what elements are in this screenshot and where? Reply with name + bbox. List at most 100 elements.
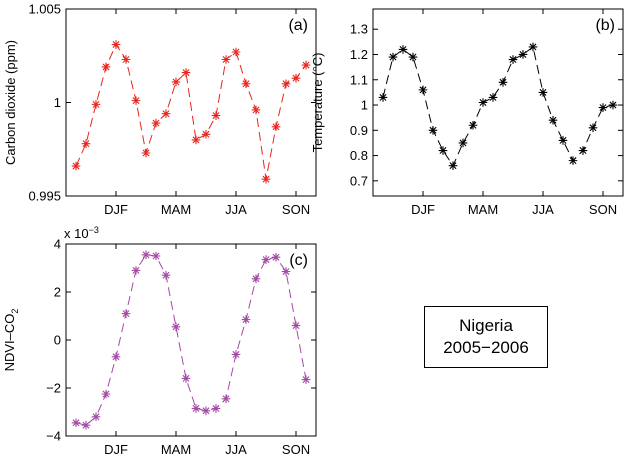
data-point xyxy=(201,129,211,139)
data-point xyxy=(468,120,478,130)
axis-exponent-base: x 10 xyxy=(64,226,89,241)
y-tick-label: 1 xyxy=(361,98,368,113)
data-point xyxy=(241,315,251,324)
panel-a: 0.995 1 1.005 DJF MAM JJA SON Carbon dioxide (p… xyxy=(3,2,317,217)
data-point xyxy=(588,123,598,133)
data-point xyxy=(151,251,161,261)
data-point xyxy=(81,139,91,148)
data-point xyxy=(221,394,231,404)
panel-label: (c) xyxy=(289,252,308,269)
data-point xyxy=(71,161,81,171)
x-tick-label: DJF xyxy=(104,442,128,457)
series-line xyxy=(382,46,614,167)
data-point xyxy=(408,52,418,62)
data-point xyxy=(101,389,111,399)
data-point xyxy=(301,60,311,70)
y-tick-label: −2 xyxy=(46,381,61,396)
data-point xyxy=(251,274,261,284)
data-point xyxy=(241,79,251,89)
data-point xyxy=(598,103,608,112)
data-point xyxy=(171,322,181,332)
y-axis-label-subscript: 2 xyxy=(10,309,20,314)
x-tick-label: MAM xyxy=(161,442,191,457)
data-point xyxy=(528,42,538,52)
data-point xyxy=(508,55,518,64)
data-point xyxy=(488,93,498,102)
data-point xyxy=(91,412,101,422)
x-tick-label: SON xyxy=(282,202,310,217)
y-tick-label: 0.7 xyxy=(350,173,368,188)
y-tick-label: 1.2 xyxy=(350,47,368,62)
data-point xyxy=(548,115,558,125)
data-point xyxy=(398,45,408,54)
data-point xyxy=(558,136,568,145)
y-tick-label: 0.9 xyxy=(350,123,368,138)
data-point xyxy=(121,309,131,318)
x-tick-label: MAM xyxy=(161,202,191,217)
y-axis-label-main: NDVI–CO xyxy=(2,314,17,372)
y-tick-label: 0.8 xyxy=(350,148,368,163)
data-point xyxy=(438,146,448,155)
data-point xyxy=(231,47,241,57)
series-line xyxy=(75,254,307,426)
location-label: Nigeria xyxy=(459,316,513,335)
data-point xyxy=(608,100,618,110)
data-point xyxy=(448,161,458,170)
data-point xyxy=(568,156,578,165)
data-point xyxy=(231,350,241,359)
axes-frame xyxy=(372,8,624,197)
x-tick-label: SON xyxy=(282,442,310,457)
series-line xyxy=(75,43,307,180)
data-point xyxy=(141,250,151,260)
x-tick-label: MAM xyxy=(468,202,498,217)
x-tick-label: JJA xyxy=(225,202,247,217)
location-annotation-box: Nigeria 2005−2006 xyxy=(424,306,548,368)
data-point xyxy=(191,404,201,413)
y-tick-label: 1.1 xyxy=(350,72,368,87)
panel-label: (b) xyxy=(595,17,615,34)
data-point xyxy=(221,55,231,64)
data-point xyxy=(181,68,191,77)
data-point xyxy=(478,98,488,107)
y-axis-label: Carbon dioxide (ppm) xyxy=(3,40,18,165)
data-point xyxy=(151,118,161,128)
y-axis-label: NDVI–CO2 xyxy=(2,309,20,372)
data-point xyxy=(161,270,171,280)
data-point xyxy=(388,52,398,62)
period-label: 2005−2006 xyxy=(443,338,529,357)
y-tick-label: −4 xyxy=(46,429,61,444)
data-point xyxy=(211,111,221,120)
y-tick-label: 2 xyxy=(54,285,61,300)
panel-b: 0.7 0.8 0.9 1 1.1 1.2 1.3 DJF MAM JJA SON Temperatu… xyxy=(310,8,624,217)
data-point xyxy=(171,77,181,87)
data-point xyxy=(81,420,91,430)
data-point xyxy=(418,85,428,95)
axis-exponent-power: −3 xyxy=(89,225,99,235)
data-point xyxy=(578,146,588,155)
data-point xyxy=(111,40,121,49)
data-point xyxy=(131,266,141,275)
data-point xyxy=(191,135,201,145)
y-tick-label: 0.995 xyxy=(28,189,61,204)
data-point xyxy=(518,50,528,59)
data-point xyxy=(281,267,291,276)
y-axis-label: Temperature (°C) xyxy=(310,53,325,153)
x-tick-label: JJA xyxy=(225,442,247,457)
panel-label: (a) xyxy=(288,17,308,34)
data-point xyxy=(271,252,281,262)
x-tick-label: SON xyxy=(589,202,617,217)
data-point xyxy=(91,100,101,109)
data-point xyxy=(301,375,311,384)
data-point xyxy=(458,138,468,148)
y-tick-label: 0 xyxy=(54,333,61,348)
data-point xyxy=(131,96,141,105)
data-point xyxy=(141,148,151,158)
data-point xyxy=(498,77,508,87)
data-point xyxy=(251,105,261,115)
data-point xyxy=(121,55,131,64)
y-tick-label: 1.3 xyxy=(350,22,368,37)
data-point xyxy=(161,109,171,119)
data-point xyxy=(271,122,281,132)
